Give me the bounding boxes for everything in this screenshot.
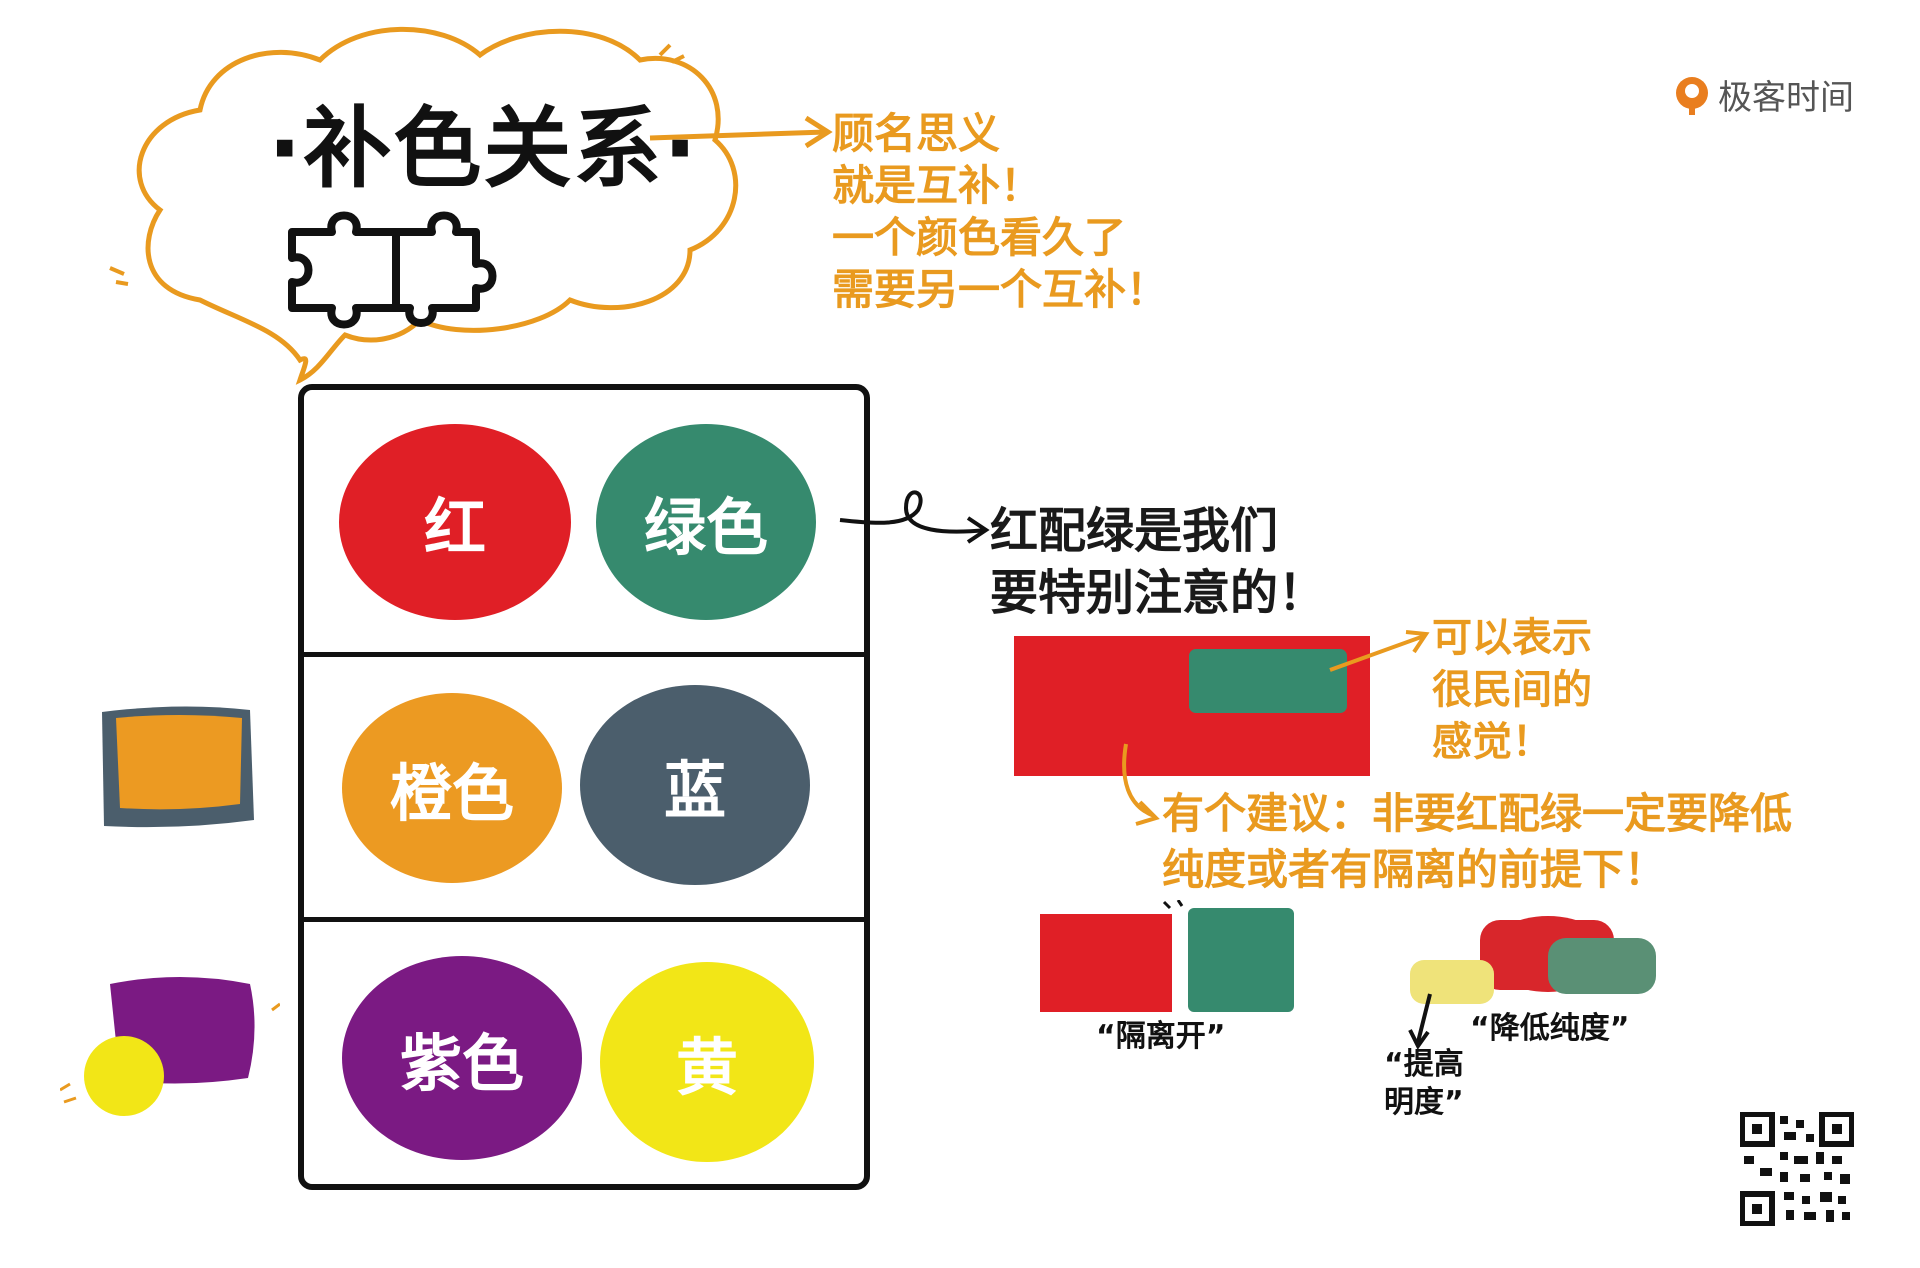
arrow-to-suggestion <box>1122 743 1160 826</box>
note-complementary-definition: 顾名思义 就是互补！ 一个颜色看久了 需要另一个互补！ <box>832 109 1169 314</box>
color-circle-blue: 蓝 <box>580 685 810 885</box>
caption-brighten: “提高 明度” <box>1384 1047 1464 1120</box>
logo-text: 极客时间 <box>1718 78 1854 118</box>
circle-label: 红 <box>423 491 486 564</box>
example-desaturated <box>1410 916 1656 1004</box>
red-green-block <box>1014 636 1370 776</box>
swatch-orange-on-slate <box>102 706 254 828</box>
circle-label: 蓝 <box>663 754 726 827</box>
caption-desaturate: “降低纯度” <box>1470 1011 1630 1046</box>
logo-icon <box>1676 76 1708 115</box>
puzzle-icon <box>288 211 497 329</box>
row-divider <box>304 652 864 657</box>
circle-label: 黄 <box>675 1031 738 1104</box>
color-circle-green: 绿色 <box>596 424 816 620</box>
row-divider <box>304 917 864 922</box>
arrow-title-note <box>649 129 827 141</box>
circle-label: 绿色 <box>643 491 768 564</box>
example-separated <box>1040 900 1294 1012</box>
swatch-yellow-on-purple <box>60 977 280 1116</box>
note-suggestion: 有个建议：非要红配绿一定要降低 纯度或者有隔离的前提下！ <box>1162 789 1793 894</box>
complementary-grid: 红 绿色 橙色 蓝 紫色 黄 <box>298 384 870 1190</box>
circle-label: 紫色 <box>399 1027 524 1100</box>
qr-code-icon <box>1740 1112 1854 1226</box>
color-circle-purple: 紫色 <box>342 956 582 1160</box>
logo: 极客时间 <box>1672 70 1854 119</box>
arrow-to-brighten <box>1408 993 1432 1050</box>
note-folk-feeling: 可以表示 很民间的 感觉！ <box>1432 615 1592 765</box>
circle-label: 橙色 <box>389 757 514 830</box>
arrow-to-folk-note <box>1329 630 1430 672</box>
color-circle-red: 红 <box>339 424 571 620</box>
page-title: ·补色关系· <box>268 97 699 200</box>
caption-separate: “隔离开” <box>1096 1019 1226 1054</box>
color-circle-yellow: 黄 <box>600 962 814 1162</box>
color-circle-orange: 橙色 <box>342 693 562 883</box>
arrow-to-redgreen-note <box>839 490 990 544</box>
note-red-green-warning: 红配绿是我们 要特别注意的！ <box>990 503 1327 621</box>
